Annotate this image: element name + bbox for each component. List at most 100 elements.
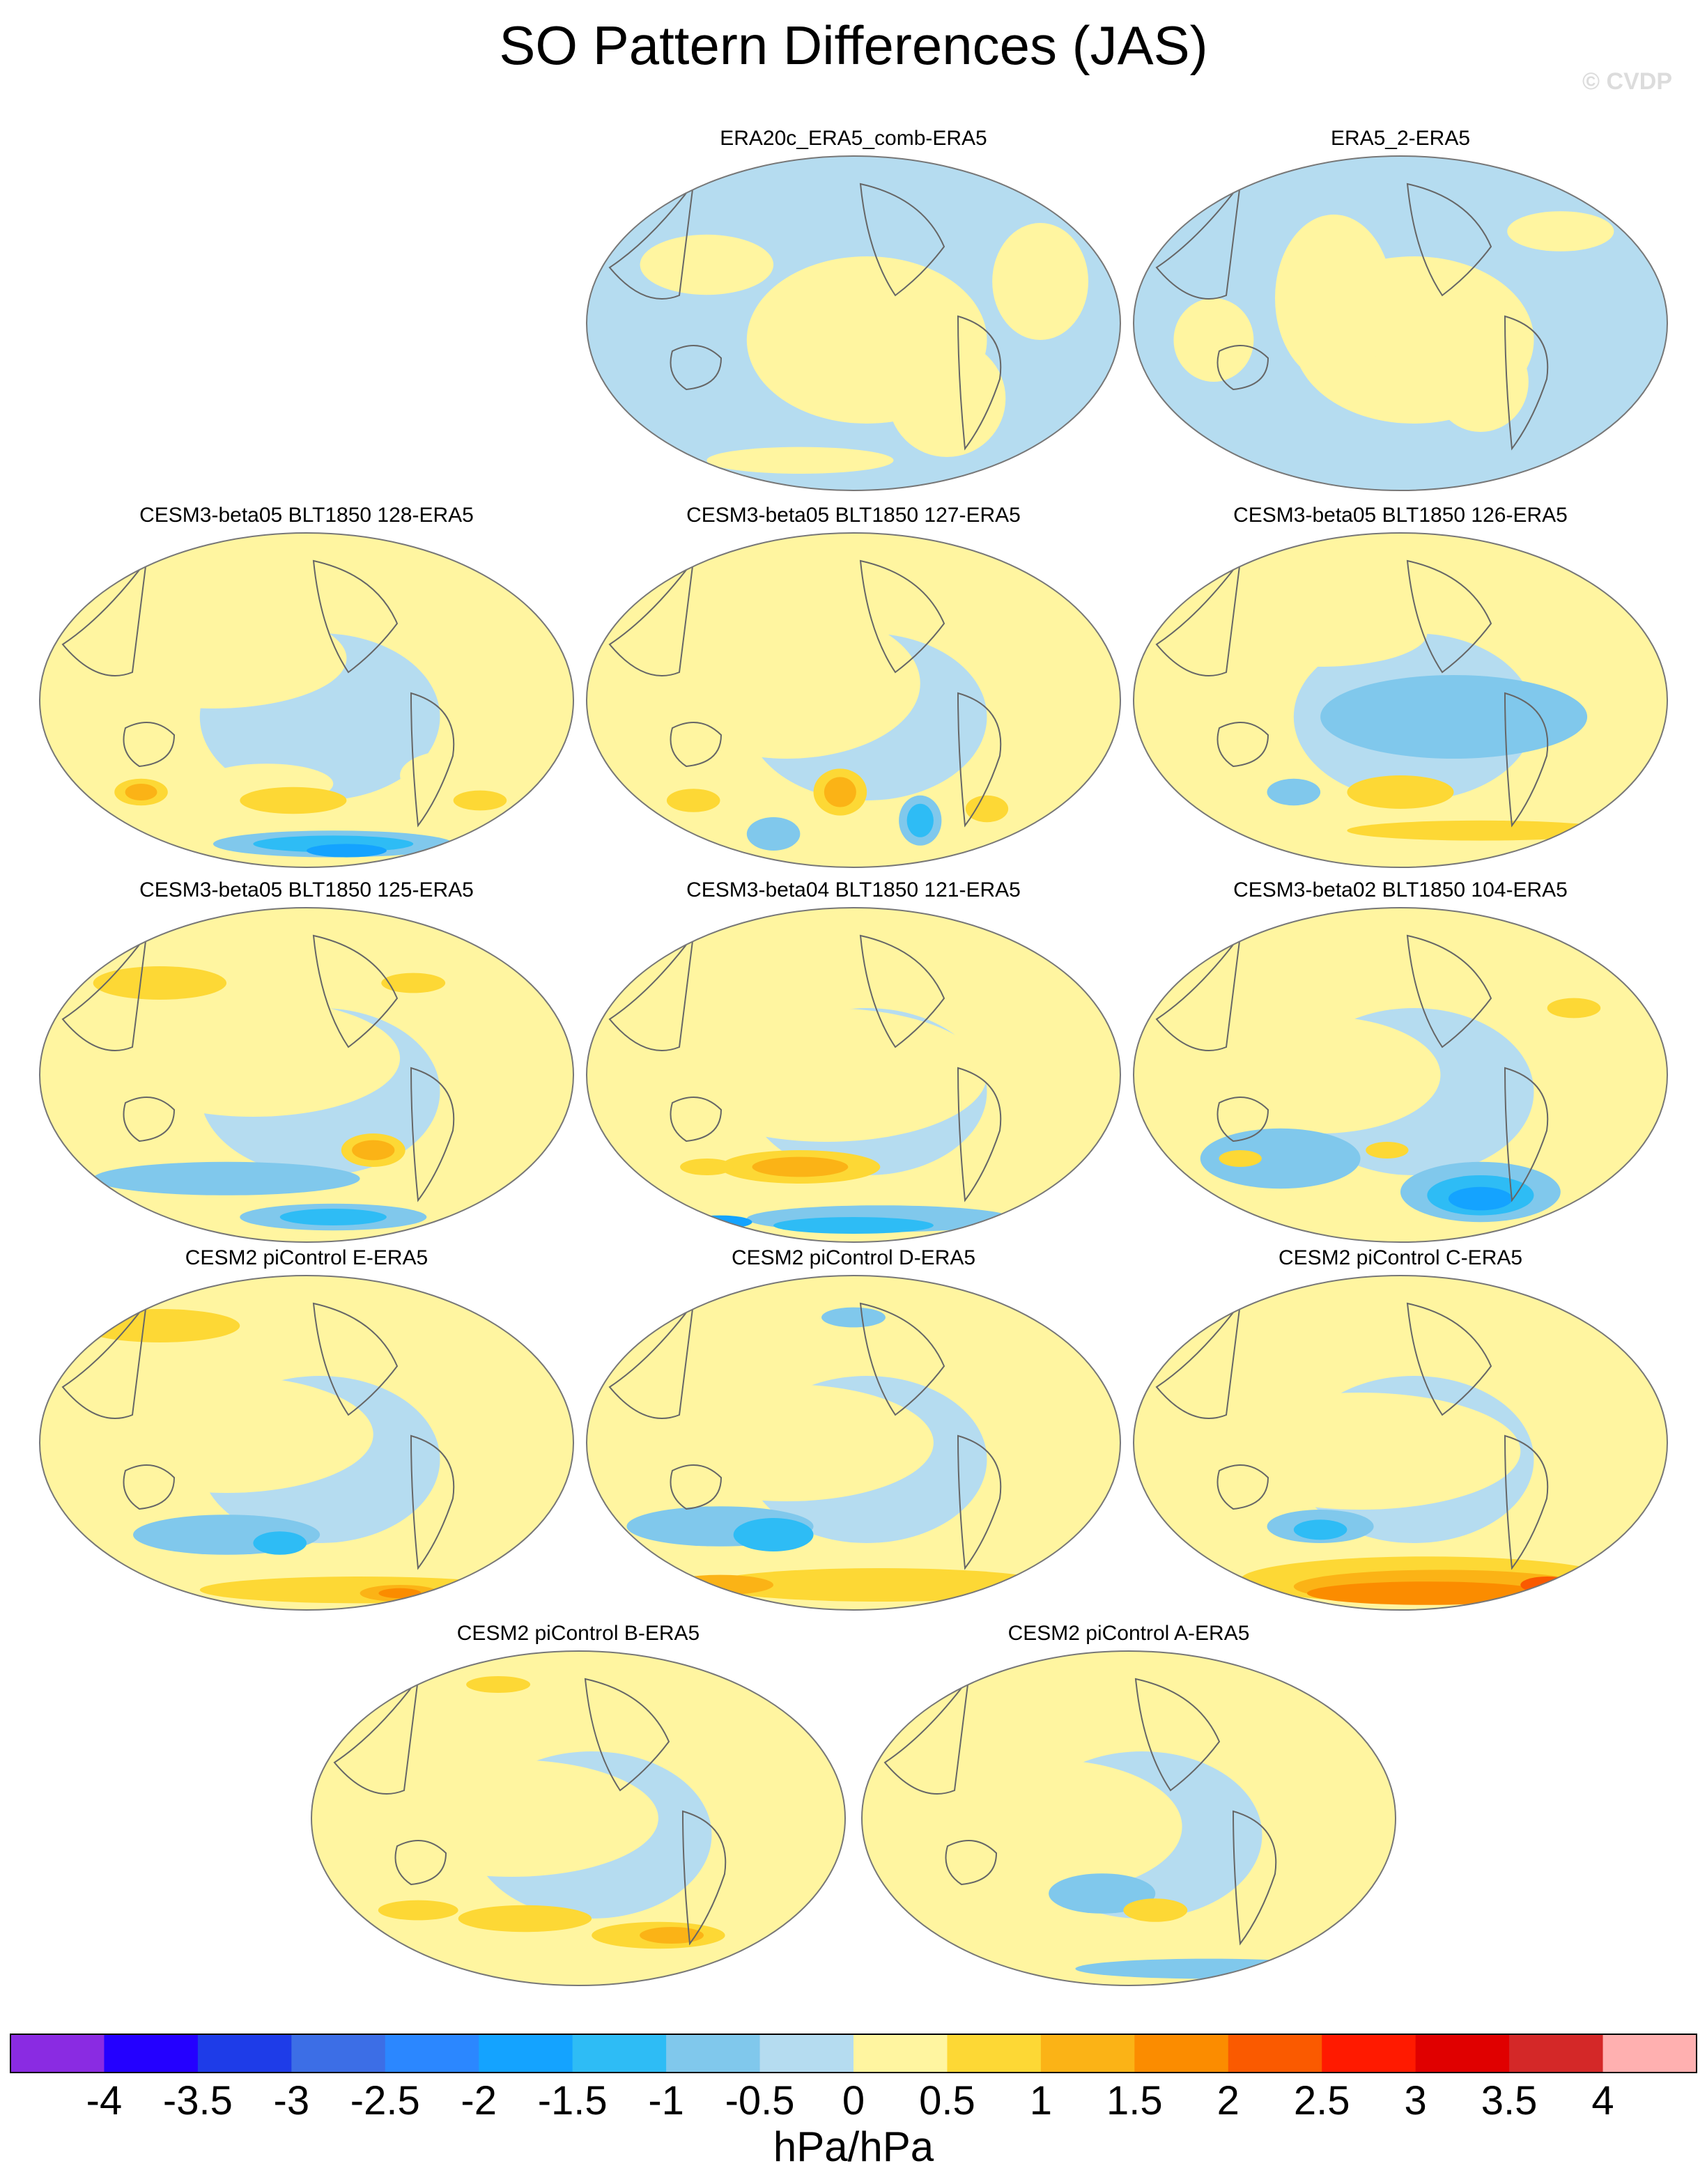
colorbar-swatch xyxy=(1509,2034,1604,2073)
colorbar-tick-label: -3 xyxy=(274,2078,310,2123)
panel-title: CESM3-beta05 BLT1850 127-ERA5 xyxy=(686,504,1021,527)
anomaly-region xyxy=(79,608,347,708)
anomaly-region xyxy=(1520,1577,1574,1593)
panel-title: CESM3-beta05 BLT1850 126-ERA5 xyxy=(1233,504,1568,527)
colorbar-tick-label: -1.5 xyxy=(538,2078,608,2123)
continent-outline xyxy=(312,559,399,674)
panel-title: ERA20c_ERA5_comb-ERA5 xyxy=(720,127,987,150)
anomaly-region xyxy=(906,803,934,837)
anomaly-region xyxy=(821,1307,886,1328)
anomaly-region xyxy=(364,1760,658,1877)
map-border xyxy=(861,1650,1396,1986)
colorbar-swatch xyxy=(666,2034,761,2073)
contour-field xyxy=(311,1651,845,1985)
anomaly-region xyxy=(55,708,120,792)
continent-outline xyxy=(670,722,723,768)
colorbar-tick-label: 1.5 xyxy=(1106,2078,1163,2123)
anomaly-region xyxy=(653,608,920,759)
contour-field xyxy=(1134,533,1667,867)
anomaly-region xyxy=(1200,1016,1441,1133)
map-border xyxy=(39,532,574,868)
anomaly-region xyxy=(1274,215,1393,382)
anomaly-region xyxy=(458,1905,592,1933)
continent-outline xyxy=(312,1302,399,1416)
colorbar-swatch xyxy=(854,2034,948,2073)
colorbar-tick-label: 3 xyxy=(1405,2078,1427,2123)
anomaly-region xyxy=(378,1900,458,1921)
anomaly-region xyxy=(1320,675,1588,759)
continent-outline xyxy=(1504,1067,1549,1202)
anomaly-region xyxy=(1075,1958,1343,1979)
colorbar-tick-label: 3.5 xyxy=(1481,2078,1538,2123)
continent-outline xyxy=(957,315,1002,451)
continent-outline xyxy=(1155,1301,1242,1419)
colorbar-swatch xyxy=(1134,2034,1229,2073)
anomaly-region xyxy=(1293,1519,1347,1540)
colorbar-tick-label: 4 xyxy=(1591,2078,1614,2123)
map-panel: CESM2 piControl D-ERA5 xyxy=(586,1246,1121,1611)
continent-outline xyxy=(1504,1434,1549,1570)
map-border xyxy=(1133,1275,1668,1611)
contour-field xyxy=(1134,156,1667,490)
anomaly-region xyxy=(733,1518,814,1551)
continent-outline xyxy=(859,559,945,674)
anomaly-region xyxy=(1507,211,1614,251)
anomaly-region xyxy=(1049,1873,1156,1914)
anomaly-region xyxy=(93,1161,360,1195)
contour-field xyxy=(862,1651,1396,1985)
anomaly-region xyxy=(466,1676,531,1693)
contour-field xyxy=(1134,1276,1667,1610)
anomaly-region xyxy=(199,1577,520,1604)
panel-title: CESM2 piControl B-ERA5 xyxy=(457,1622,700,1645)
continent-outline xyxy=(410,1067,455,1202)
map-panel: CESM3-beta05 BLT1850 128-ERA5 xyxy=(39,504,574,868)
map-panel: CESM3-beta05 BLT1850 127-ERA5 xyxy=(586,504,1121,868)
map-border xyxy=(39,907,574,1243)
anomaly-region xyxy=(1200,1393,1521,1510)
anomaly-region xyxy=(1448,1186,1513,1211)
continent-outline xyxy=(123,722,176,768)
colorbar-swatch xyxy=(10,2034,105,2073)
map-border xyxy=(311,1650,846,1986)
continent-outline xyxy=(1155,181,1242,300)
panel-title: CESM3-beta05 BLT1850 128-ERA5 xyxy=(139,504,474,527)
colorbar-tick-label: -2 xyxy=(461,2078,497,2123)
continent-outline xyxy=(61,1301,148,1419)
panel-title: CESM2 piControl D-ERA5 xyxy=(732,1246,975,1269)
colorbar-tick-label: 2 xyxy=(1217,2078,1239,2123)
anomaly-region xyxy=(125,784,157,800)
anomaly-region xyxy=(1347,820,1614,841)
continent-outline xyxy=(61,933,148,1051)
anomaly-region xyxy=(240,787,347,814)
continent-outline xyxy=(608,181,695,300)
anomaly-region xyxy=(640,1384,934,1501)
contour-field xyxy=(40,533,573,867)
continent-outline xyxy=(957,1067,1002,1202)
continent-outline xyxy=(410,692,455,828)
colorbar-swatch xyxy=(759,2034,854,2073)
continent-outline xyxy=(608,933,695,1051)
map-panel: CESM3-beta05 BLT1850 125-ERA5 xyxy=(39,878,574,1243)
panel-title: CESM2 piControl E-ERA5 xyxy=(185,1246,428,1269)
colorbar-swatch xyxy=(104,2034,199,2073)
map-panel: CESM3-beta04 BLT1850 121-ERA5 xyxy=(586,878,1121,1243)
map-border xyxy=(1133,532,1668,868)
anomaly-region xyxy=(279,1209,387,1225)
continent-outline xyxy=(681,1810,727,1946)
anomaly-region xyxy=(378,1588,422,1599)
continent-outline xyxy=(859,183,945,297)
anomaly-region xyxy=(1432,332,1529,432)
anomaly-region xyxy=(1173,298,1254,382)
colorbar-frame xyxy=(10,2034,1697,2073)
colorbar-tick-label: -4 xyxy=(86,2078,123,2123)
continent-outline xyxy=(859,934,945,1048)
continent-outline xyxy=(670,345,723,391)
colorbar-swatch xyxy=(572,2034,667,2073)
continent-outline xyxy=(1504,315,1549,451)
anomaly-region xyxy=(666,1574,774,1595)
map-border xyxy=(586,155,1121,491)
anomaly-region xyxy=(752,1156,849,1177)
colorbar-tick-label: -0.5 xyxy=(725,2078,795,2123)
map-panels: ERA20c_ERA5_comb-ERA5 ERA5_2-ERA5 CESM3-be… xyxy=(39,127,1668,1986)
anomaly-region xyxy=(381,973,446,993)
